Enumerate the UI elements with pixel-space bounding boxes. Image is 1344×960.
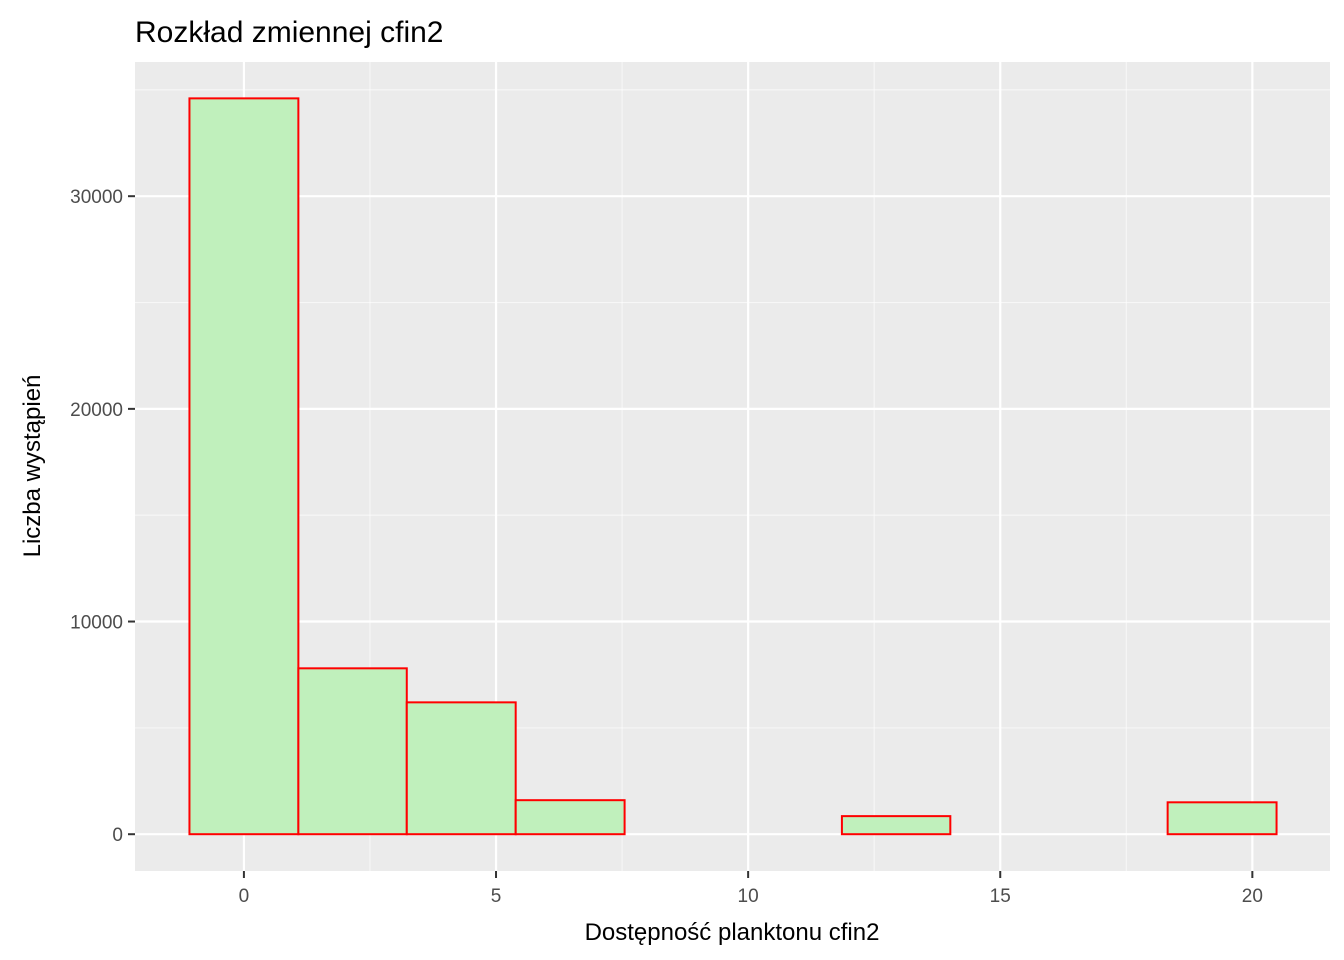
y-tick-label: 10000 — [70, 613, 123, 634]
y-tick-label: 0 — [112, 825, 123, 846]
y-tick-label: 20000 — [70, 400, 123, 421]
y-tick-label: 30000 — [70, 187, 123, 208]
histogram-bar — [297, 667, 408, 836]
x-tick-label: 15 — [990, 886, 1011, 907]
x-axis: 0 5 10 15 20 — [239, 871, 1263, 907]
histogram-bar — [1166, 801, 1278, 836]
x-axis-title: Dostępność planktonu cfin2 — [585, 919, 880, 946]
histogram-bar — [840, 815, 952, 836]
x-tick-label: 5 — [491, 886, 502, 907]
histogram-bar — [514, 799, 626, 836]
histogram-bars — [188, 97, 1278, 836]
y-axis-title: Liczba wystąpień — [19, 375, 46, 558]
y-axis: 0 10000 20000 30000 — [70, 187, 135, 846]
chart-title: Rozkład zmiennej cfin2 — [135, 16, 443, 49]
x-tick-label: 20 — [1242, 886, 1263, 907]
x-tick-label: 0 — [239, 886, 250, 907]
histogram-bar — [188, 97, 300, 836]
histogram-bar — [405, 701, 517, 836]
x-tick-label: 10 — [738, 886, 759, 907]
